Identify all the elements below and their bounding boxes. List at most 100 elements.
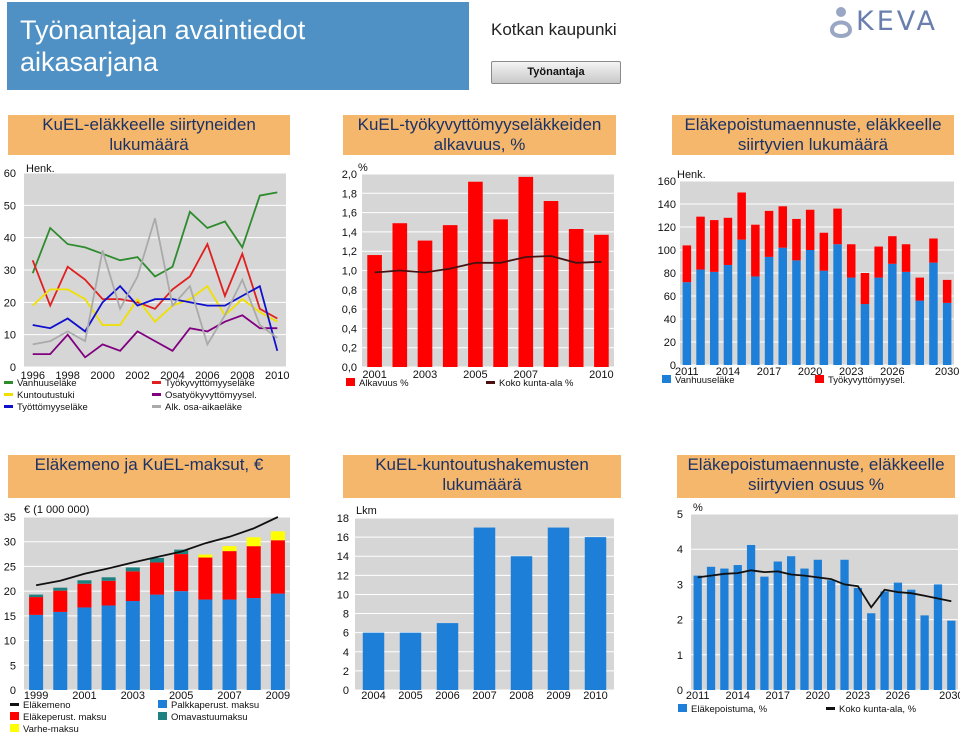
chart1-legend-swatch <box>4 405 13 408</box>
chart2-bar <box>594 234 609 367</box>
chart2-bar <box>367 255 382 367</box>
chart4-series-line <box>35 516 279 587</box>
chart3-y-tick-label: 60 <box>664 291 676 303</box>
chart4-legend-label: Varhe-maksu <box>23 724 79 735</box>
chart3-legend-swatch <box>815 375 824 383</box>
chart1-x-tick-label: 2002 <box>125 370 149 382</box>
chart5-y-tick-label: 4 <box>343 647 349 659</box>
panel-title-disability-rate: KuEL-työkyvyttömyyseläkkeiden alkavuus, … <box>343 115 616 155</box>
chart3-bar <box>942 279 952 303</box>
chart6-bar <box>827 580 836 690</box>
chart3-bar <box>751 276 760 365</box>
chart2-y-tick-label: 1,0 <box>342 266 357 278</box>
chart4-legend-label: Palkkaperust. maksu <box>171 700 259 711</box>
chart6-bar <box>773 561 782 690</box>
chart3-x-tick-label: 2023 <box>839 366 863 378</box>
chart1-legend-label: Työkyvyttömyyseläke <box>165 378 255 389</box>
chart3-bar <box>888 236 897 264</box>
chart2-bar <box>543 201 559 367</box>
chart5-bar <box>362 632 385 690</box>
chart3-bar <box>792 260 801 365</box>
chart1-x-tick-label: 2008 <box>230 370 254 382</box>
organization-name: Kotkan kaupunki <box>491 20 617 39</box>
chart6-y-tick-label: 5 <box>677 509 683 521</box>
chart3-y-tick-label: 100 <box>658 245 676 257</box>
chart4-bar <box>270 593 285 690</box>
chart4-bar <box>174 554 189 592</box>
chart1-x-tick-label: 1998 <box>55 370 79 382</box>
chart4-bar <box>53 587 68 591</box>
chart5-y-tick-label: 6 <box>343 628 349 640</box>
chart3-bar <box>901 271 911 365</box>
chart1-x-tick-label: 1996 <box>20 370 44 382</box>
chart2-bar <box>493 219 508 367</box>
chart3-y-tick-label: 120 <box>658 222 676 234</box>
chart3-bar <box>860 273 870 305</box>
chart1-series-line <box>31 191 278 278</box>
chart5-y-tick-label: 2 <box>343 666 349 678</box>
chart3-bar <box>929 262 938 365</box>
chart4-bar <box>246 537 261 547</box>
chart1-x-tick-label: 2006 <box>195 370 219 382</box>
chart3-y-tick-label: 0 <box>670 360 676 372</box>
chart3-legend-label: Vanhuuseläke <box>675 375 735 386</box>
chart6-bar <box>813 559 822 690</box>
chart6-bar <box>800 568 809 690</box>
logo-text: KEVA <box>856 6 938 37</box>
chart1-legend-label: Osatyökyvyttömyysel. <box>165 390 257 401</box>
chart3-bar <box>696 269 705 365</box>
chart4-bar <box>270 540 285 594</box>
chart6-x-tick-label: 2030 <box>939 690 960 702</box>
chart4-bar <box>101 580 116 606</box>
chart5-x-tick-label: 2005 <box>398 690 422 702</box>
chart3-bar <box>901 244 911 272</box>
chart4-bar <box>101 577 116 581</box>
chart6-bar <box>920 615 929 690</box>
chart6-bar <box>933 584 943 690</box>
chart3-bar <box>805 250 815 365</box>
chart4-x-tick-label: 2005 <box>169 690 193 702</box>
chart3-y-tick-label: 40 <box>664 314 676 326</box>
chart6-bar <box>720 568 729 690</box>
chart3-x-tick-label: 2030 <box>935 366 959 378</box>
chart4-bar <box>29 614 44 690</box>
chart2-legend-swatch <box>346 378 355 386</box>
chart6-bar <box>840 559 849 690</box>
employer-button[interactable]: Työnantaja <box>491 61 621 84</box>
chart3-bar <box>915 300 924 365</box>
panel-title-retirement-share: Eläkepoistumaennuste, eläkkeelle siirtyv… <box>677 455 955 498</box>
chart1-series-line <box>32 284 278 326</box>
chart3-bar <box>888 263 897 365</box>
chart4-y-tick-label: 0 <box>10 685 16 697</box>
chart2-y-tick-label: 0,6 <box>342 304 357 316</box>
chart4-y-tick-label: 15 <box>4 611 16 623</box>
chart5-y-tick-label: 10 <box>337 589 349 601</box>
chart3-unit-label: Henk. <box>677 169 706 181</box>
chart6-bar <box>706 566 716 690</box>
chart6-bar <box>786 556 796 690</box>
chart3-bar <box>778 206 787 248</box>
chart1-legend-label: Vanhuuseläke <box>17 378 77 389</box>
chart4-bar <box>270 531 285 541</box>
chart3-bar <box>915 277 924 301</box>
chart6-plot-area <box>691 514 958 690</box>
chart1-legend-label: Kuntoutustuki <box>17 390 75 401</box>
chart6-x-tick-label: 2011 <box>686 690 710 702</box>
chart4-y-tick-label: 20 <box>4 586 16 598</box>
chart3-bar <box>847 277 856 365</box>
chart1-y-tick-label: 60 <box>4 168 16 180</box>
chart1-legend-label: Alk. osa-aikaeläke <box>165 402 242 413</box>
chart3-x-tick-label: 2017 <box>757 366 781 378</box>
chart2-y-tick-label: 0,4 <box>342 323 357 335</box>
chart5-x-tick-label: 2004 <box>361 690 385 702</box>
chart4-x-tick-label: 2001 <box>72 690 96 702</box>
chart5-y-tick-label: 8 <box>343 609 349 621</box>
chart4-x-tick-label: 2009 <box>266 690 290 702</box>
chart2-y-tick-label: 0,0 <box>342 362 357 374</box>
chart4-x-tick-label: 1999 <box>24 690 48 702</box>
chart3-y-tick-label: 80 <box>664 268 676 280</box>
panel-title-rehab-applications: KuEL-kuntoutushakemusten lukumäärä <box>343 455 621 498</box>
chart1-x-tick-label: 2010 <box>265 370 289 382</box>
panel-title-retirement-forecast: Eläkepoistumaennuste, eläkkeelle siirtyv… <box>672 115 954 155</box>
chart1-legend-swatch <box>4 393 13 396</box>
